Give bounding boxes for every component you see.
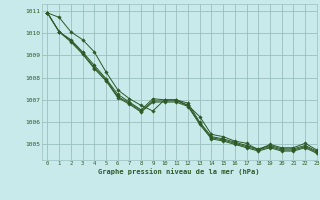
X-axis label: Graphe pression niveau de la mer (hPa): Graphe pression niveau de la mer (hPa) <box>99 168 260 175</box>
